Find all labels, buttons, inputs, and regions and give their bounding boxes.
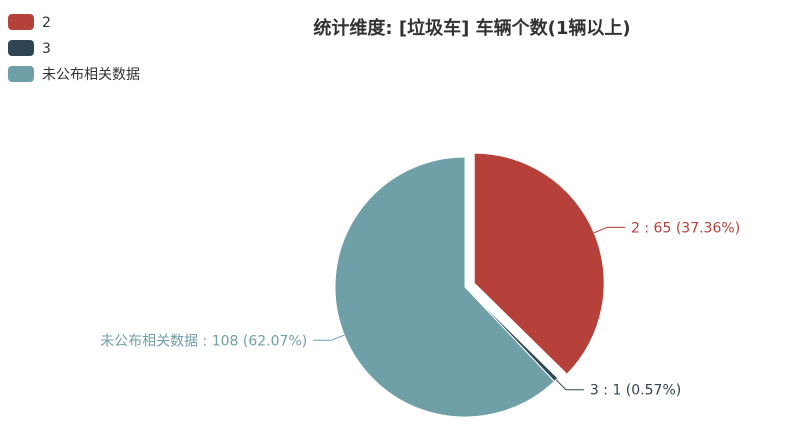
- slice-label-percent: 0.57%: [631, 383, 675, 399]
- slice-label-paren: (: [238, 333, 248, 349]
- slice-label-paren: ): [302, 333, 307, 349]
- slice-label-percent: 37.36%: [681, 220, 734, 236]
- pie-slices: [334, 152, 605, 418]
- slice-labels: 2 : 65 (37.36%)3 : 1 (0.57%)未公布相关数据 : 10…: [100, 220, 740, 398]
- slice-label-name: 3: [590, 383, 599, 399]
- slice-label-value: 1: [612, 383, 621, 399]
- legend-item-item-2[interactable]: 未公布相关数据: [8, 66, 140, 83]
- legend-item-3[interactable]: 3: [8, 40, 51, 57]
- slice-label-name: 未公布相关数据: [100, 333, 198, 349]
- slice-label-percent: 62.07%: [248, 333, 301, 349]
- legend-item-2[interactable]: 2: [8, 14, 51, 31]
- legend-swatch: [8, 14, 34, 30]
- pie-slice-2[interactable]: [473, 152, 605, 375]
- legend: 2 3 未公布相关数据: [8, 14, 140, 83]
- label-line-2: [593, 226, 626, 234]
- label-line-3: [555, 379, 584, 391]
- slice-label-3: 3 : 1 (0.57%): [590, 383, 681, 399]
- slice-label-item-2: 未公布相关数据 : 108 (62.07%): [100, 333, 307, 349]
- slice-label-separator: :: [198, 333, 212, 349]
- slice-label-paren: ): [735, 220, 740, 236]
- legend-label: 3: [42, 41, 51, 57]
- legend-label: 2: [42, 15, 51, 31]
- legend-swatch: [8, 40, 34, 56]
- slice-label-paren: (: [621, 383, 631, 399]
- slice-label-separator: :: [640, 220, 654, 236]
- legend-swatch: [8, 66, 34, 82]
- slice-label-name: 2: [631, 220, 640, 236]
- slice-label-value: 108: [212, 333, 239, 349]
- label-line-item-2: [313, 334, 345, 341]
- chart-title: 统计维度: [垃圾车] 车辆个数(1辆以上): [313, 17, 630, 39]
- legend-label: 未公布相关数据: [42, 67, 140, 83]
- slice-label-value: 65: [654, 220, 672, 236]
- slice-label-paren: (: [671, 220, 681, 236]
- slice-label-paren: ): [676, 383, 681, 399]
- slice-label-2: 2 : 65 (37.36%): [631, 220, 740, 236]
- slice-label-separator: :: [599, 383, 613, 399]
